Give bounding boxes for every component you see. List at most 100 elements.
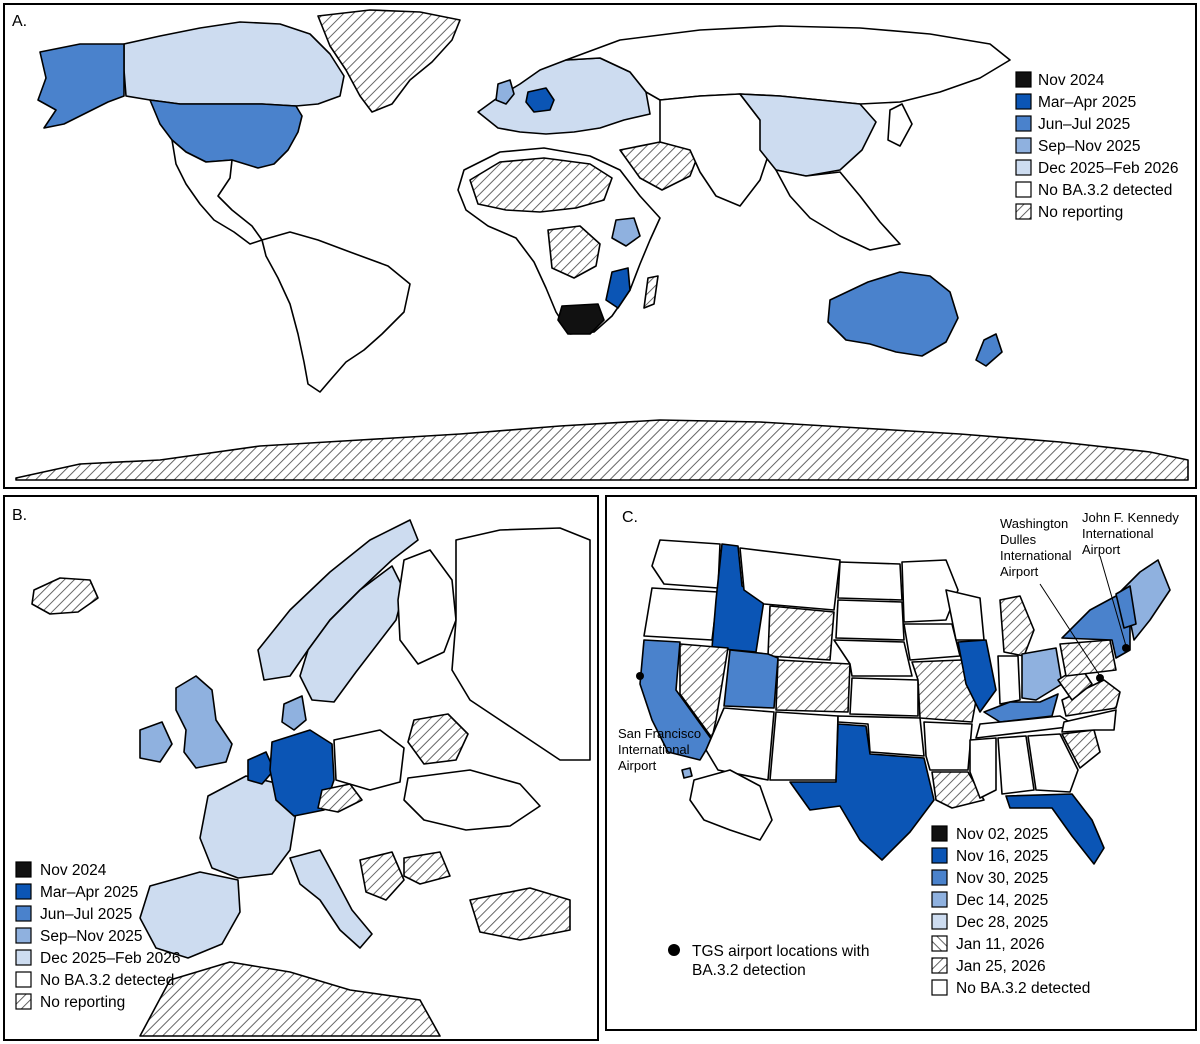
panel-a-legend: Nov 2024 Mar–Apr 2025 Jun–Jul 2025 Sep–N… [1015, 71, 1178, 221]
legend-label: Sep–Nov 2025 [1038, 138, 1141, 155]
legend-swatch-dec-14-2025 [931, 891, 948, 908]
state-new-mexico [769, 711, 839, 781]
legend-label: Nov 30, 2025 [956, 870, 1048, 887]
airport-label-line: International [1000, 548, 1072, 563]
region-iberia [139, 871, 241, 959]
panel-b-label: B. [12, 507, 27, 524]
state-ohio [1021, 647, 1063, 701]
state-alaska [689, 769, 773, 841]
region-finland [397, 549, 457, 665]
region-north-africa-sahel [469, 157, 613, 213]
region-poland [333, 729, 405, 791]
legend-swatch-dec-2025-feb-2026 [1015, 159, 1032, 176]
state-idaho [711, 543, 765, 653]
panel-a-label: A. [12, 13, 27, 30]
panel-c-legend: Nov 02, 2025 Nov 16, 2025 Nov 30, 2025 D… [931, 825, 1090, 997]
region-denmark [281, 695, 307, 731]
region-north-africa-strip [139, 961, 441, 1037]
airport-label-line: Dulles [1000, 532, 1037, 547]
state-michigan [999, 595, 1035, 657]
state-california [639, 639, 713, 761]
airport-marker-jfk [1122, 644, 1130, 652]
callout-line-jfk [1099, 555, 1127, 647]
panel-c-usa-map: C. [605, 495, 1197, 1031]
legend-label: Sep–Nov 2025 [40, 928, 143, 945]
airport-label-line: John F. Kennedy [1082, 510, 1179, 525]
state-washington [651, 539, 721, 589]
legend-label: Dec 28, 2025 [956, 914, 1048, 931]
region-south-africa [557, 303, 605, 335]
panel-b-legend: Nov 2024 Mar–Apr 2025 Jun–Jul 2025 Sep–N… [15, 861, 180, 1011]
airport-label-line: International [1082, 526, 1154, 541]
legend-swatch-dec-28-2025 [931, 913, 948, 930]
state-indiana [997, 655, 1021, 705]
airport-marker-dulles [1096, 674, 1104, 682]
airport-legend-label: TGS airport locations with [692, 943, 869, 960]
airport-label-line: Airport [1082, 542, 1121, 557]
region-sweden [299, 565, 405, 703]
legend-swatch-jun-jul-2025 [1015, 115, 1032, 132]
state-hawaii [681, 767, 693, 779]
region-iceland [31, 577, 99, 615]
state-mississippi [969, 737, 997, 799]
airport-legend-label: BA.3.2 detection [692, 962, 806, 979]
state-new-york [1061, 595, 1131, 659]
legend-swatch-mar-apr-2025 [15, 883, 32, 900]
airport-label-jfk: John F. Kennedy International Airport [1082, 510, 1179, 557]
state-colorado [775, 659, 851, 713]
state-south-dakota [835, 599, 905, 641]
panel-c-label: C. [622, 509, 638, 526]
region-antarctica [15, 419, 1189, 481]
state-nebraska [833, 639, 913, 677]
state-utah [723, 649, 779, 709]
region-central-africa [547, 225, 601, 279]
state-arkansas [923, 721, 973, 771]
airport-label-line: San Francisco [618, 726, 701, 741]
region-russia [565, 25, 1011, 105]
legend-swatch-no-detection [15, 971, 32, 988]
panel-b-europe-map: B. [3, 495, 599, 1041]
region-mozambique [605, 267, 631, 309]
region-new-zealand [975, 333, 1003, 367]
legend-label: Nov 16, 2025 [956, 848, 1048, 865]
state-louisiana [931, 771, 985, 809]
region-alaska [37, 43, 125, 129]
legend-swatch-sep-nov-2025 [15, 927, 32, 944]
region-ukraine [403, 769, 541, 831]
region-mexico-central-america [171, 139, 263, 245]
legend-swatch-no-reporting [15, 993, 32, 1010]
region-balkans-partial [359, 851, 405, 901]
region-russia-west [451, 527, 591, 761]
region-australia [827, 271, 959, 357]
legend-label: Jan 25, 2026 [956, 958, 1046, 975]
legend-label: Jun–Jul 2025 [40, 906, 132, 923]
state-alabama [997, 735, 1035, 795]
region-bulgaria [403, 851, 451, 885]
legend-swatch-jun-jul-2025 [15, 905, 32, 922]
region-kenya [611, 217, 641, 247]
state-arizona [705, 707, 775, 781]
region-central-south-asia [659, 93, 771, 207]
legend-swatch-nov-2024 [1015, 71, 1032, 88]
legend-label: Mar–Apr 2025 [40, 884, 138, 901]
legend-label: Jun–Jul 2025 [1038, 116, 1130, 133]
legend-swatch-dec-2025-feb-2026 [15, 949, 32, 966]
legend-label: Mar–Apr 2025 [1038, 94, 1136, 111]
airport-label-line: Airport [1000, 564, 1039, 579]
legend-swatch-jan-11-2026 [931, 935, 948, 952]
region-greenland [317, 9, 461, 113]
region-norway [257, 519, 419, 681]
region-ireland [139, 721, 173, 763]
airport-label-dulles: Washington Dulles International Airport [1000, 516, 1072, 579]
legend-label: No reporting [40, 994, 125, 1011]
region-southeast-asia [775, 169, 901, 251]
state-oregon [643, 587, 719, 641]
state-illinois [957, 639, 997, 713]
legend-label: Dec 14, 2025 [956, 892, 1048, 909]
region-uk [495, 79, 515, 105]
state-florida [1005, 793, 1105, 865]
region-czechia [317, 783, 363, 813]
airport-label-line: International [618, 742, 690, 757]
region-japan [887, 103, 913, 147]
